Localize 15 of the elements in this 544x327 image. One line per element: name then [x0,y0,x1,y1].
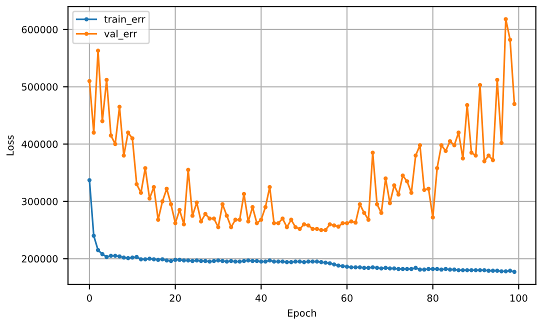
y-tick-label: 300000 [22,198,58,206]
x-tick-label: 40 [255,294,267,302]
x-tick-label: 60 [341,294,353,302]
x-tick-label: 0 [87,294,92,302]
x-tick-label: 20 [170,294,181,302]
legend-label: val_err [104,30,138,40]
y-tick-label: 200000 [22,255,58,263]
y-tick-label: 400000 [22,140,58,148]
x-tick-label: 100 [510,294,528,302]
y-axis-title: Loss [6,135,14,156]
x-axis-title: Epoch [288,309,316,319]
legend-label: train_err [104,15,146,25]
y-tick-label: 600000 [22,26,58,34]
y-tick-label: 500000 [22,83,58,91]
x-tick-label: 80 [427,294,438,302]
